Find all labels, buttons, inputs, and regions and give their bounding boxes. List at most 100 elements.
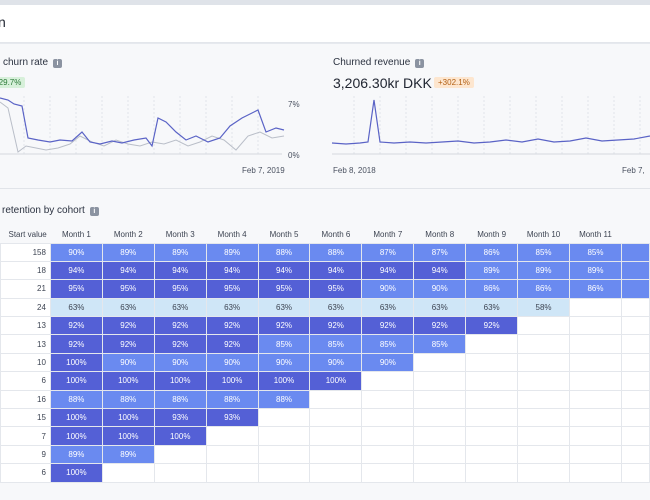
retention-cell[interactable] xyxy=(465,352,519,373)
retention-cell[interactable]: 94% xyxy=(413,260,467,281)
retention-cell[interactable] xyxy=(465,334,519,354)
retention-cell[interactable]: 93% xyxy=(153,408,207,428)
retention-cell[interactable]: 63% xyxy=(257,297,311,318)
retention-cell[interactable]: 86% xyxy=(465,242,519,262)
retention-cell[interactable] xyxy=(620,242,650,262)
retention-cell[interactable] xyxy=(205,463,259,483)
retention-cell[interactable]: 95% xyxy=(49,279,103,299)
retention-cell[interactable]: 88% xyxy=(257,242,311,262)
retention-cell[interactable]: 90% xyxy=(205,352,259,373)
churned-revenue-sparkline[interactable] xyxy=(330,96,650,156)
retention-cell[interactable]: 63% xyxy=(465,297,519,318)
retention-cell[interactable]: 63% xyxy=(101,297,155,318)
retention-cell[interactable] xyxy=(309,444,363,465)
retention-cell[interactable]: 92% xyxy=(257,316,311,336)
churned-revenue-card[interactable]: Churned revenue i 3,206.30kr DKK +302.1% … xyxy=(330,44,650,188)
retention-cell[interactable]: 92% xyxy=(153,334,207,354)
retention-cell[interactable] xyxy=(257,463,311,483)
retention-cell[interactable] xyxy=(153,463,207,483)
retention-cell[interactable]: 89% xyxy=(49,444,103,465)
retention-cell[interactable]: 100% xyxy=(257,371,311,391)
retention-cell[interactable] xyxy=(309,408,363,428)
retention-cell[interactable] xyxy=(569,371,622,391)
retention-cell[interactable]: 63% xyxy=(361,297,415,318)
retention-cell[interactable]: 90% xyxy=(101,352,155,373)
retention-cell[interactable]: 89% xyxy=(153,242,207,262)
retention-cell[interactable] xyxy=(569,426,622,446)
retention-cell[interactable]: 100% xyxy=(205,371,259,391)
retention-cell[interactable] xyxy=(413,426,467,446)
retention-cell[interactable] xyxy=(465,408,519,428)
retention-cell[interactable] xyxy=(620,444,650,465)
retention-cell[interactable]: 89% xyxy=(465,260,519,281)
retention-cell[interactable] xyxy=(413,389,467,410)
retention-cell[interactable] xyxy=(465,463,519,483)
retention-cell[interactable] xyxy=(620,371,650,391)
retention-cell[interactable]: 95% xyxy=(101,279,155,299)
retention-cell[interactable]: 63% xyxy=(153,297,207,318)
retention-cell[interactable]: 63% xyxy=(413,297,467,318)
retention-cell[interactable] xyxy=(413,408,467,428)
retention-cell[interactable] xyxy=(153,444,207,465)
retention-cell[interactable]: 100% xyxy=(49,463,103,483)
retention-cell[interactable]: 100% xyxy=(101,371,155,391)
retention-cell[interactable]: 63% xyxy=(309,297,363,318)
retention-cell[interactable]: 89% xyxy=(101,242,155,262)
retention-cell[interactable] xyxy=(309,426,363,446)
retention-cell[interactable]: 92% xyxy=(361,316,415,336)
retention-cell[interactable] xyxy=(465,389,519,410)
retention-cell[interactable]: 100% xyxy=(153,426,207,446)
retention-cell[interactable]: 88% xyxy=(257,389,311,410)
retention-cell[interactable]: 100% xyxy=(49,352,103,373)
retention-cell[interactable]: 85% xyxy=(309,334,363,354)
retention-cell[interactable]: 92% xyxy=(309,316,363,336)
retention-cell[interactable]: 89% xyxy=(101,444,155,465)
retention-cell[interactable] xyxy=(309,463,363,483)
retention-cell[interactable]: 90% xyxy=(413,279,467,299)
retention-cell[interactable] xyxy=(465,426,519,446)
retention-cell[interactable]: 94% xyxy=(49,260,103,281)
info-icon[interactable]: i xyxy=(415,59,425,68)
retention-cell[interactable]: 85% xyxy=(257,334,311,354)
retention-cell[interactable]: 86% xyxy=(517,279,570,299)
retention-cell[interactable]: 100% xyxy=(309,371,363,391)
retention-cell[interactable]: 90% xyxy=(361,279,415,299)
retention-cell[interactable]: 94% xyxy=(309,260,363,281)
retention-cell[interactable] xyxy=(413,444,467,465)
retention-cell[interactable] xyxy=(620,426,650,446)
retention-cell[interactable]: 63% xyxy=(49,297,103,318)
retention-cell[interactable]: 85% xyxy=(413,334,467,354)
retention-cell[interactable]: 87% xyxy=(361,242,415,262)
retention-cell[interactable] xyxy=(517,334,570,354)
retention-cell[interactable] xyxy=(517,389,570,410)
retention-cell[interactable] xyxy=(205,426,259,446)
retention-cell[interactable] xyxy=(620,389,650,410)
retention-cell[interactable]: 95% xyxy=(205,279,259,299)
retention-cell[interactable] xyxy=(620,463,650,483)
retention-cell[interactable]: 100% xyxy=(153,371,207,391)
retention-cell[interactable]: 95% xyxy=(309,279,363,299)
retention-cell[interactable]: 89% xyxy=(205,242,259,262)
retention-cell[interactable]: 100% xyxy=(101,426,155,446)
retention-cell[interactable]: 94% xyxy=(153,260,207,281)
retention-cell[interactable]: 100% xyxy=(49,408,103,428)
retention-cell[interactable] xyxy=(620,297,650,318)
retention-cell[interactable] xyxy=(517,463,570,483)
retention-cell[interactable] xyxy=(517,426,570,446)
retention-cell[interactable]: 90% xyxy=(49,242,103,262)
retention-cell[interactable]: 93% xyxy=(205,408,259,428)
retention-cell[interactable] xyxy=(620,279,650,299)
retention-cell[interactable]: 88% xyxy=(101,389,155,410)
retention-cell[interactable]: 92% xyxy=(205,316,259,336)
retention-cell[interactable] xyxy=(569,297,622,318)
retention-cell[interactable] xyxy=(361,426,415,446)
retention-cell[interactable]: 94% xyxy=(361,260,415,281)
retention-cell[interactable] xyxy=(101,463,155,483)
retention-cell[interactable] xyxy=(257,426,311,446)
retention-cell[interactable] xyxy=(361,371,415,391)
retention-cell[interactable] xyxy=(257,444,311,465)
retention-cell[interactable] xyxy=(257,408,311,428)
retention-cell[interactable]: 92% xyxy=(153,316,207,336)
retention-cell[interactable]: 94% xyxy=(257,260,311,281)
